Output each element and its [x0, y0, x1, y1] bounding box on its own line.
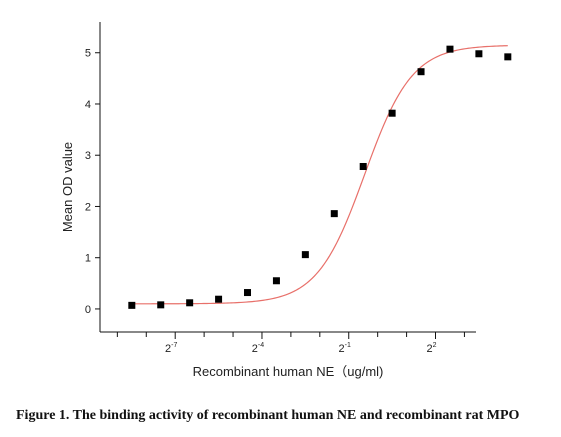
fit-curve — [131, 45, 508, 305]
chart: 0 1 2 3 4 5 2-7 2-4 2-1 22 Mean OD value Recombi… — [60, 22, 512, 379]
figure-caption: Figure 1. The binding activity of recomb… — [16, 408, 520, 423]
x-tick-label: 2-1 — [339, 342, 351, 355]
data-point — [186, 299, 194, 307]
data-point — [157, 301, 165, 309]
data-point — [475, 50, 483, 58]
data-point — [215, 295, 223, 303]
data-point — [128, 301, 136, 309]
y-axis-label: Mean OD value — [60, 142, 75, 232]
y-tick-label: 5 — [85, 48, 91, 60]
data-point — [359, 162, 367, 170]
x-tick-label: 2-4 — [252, 342, 264, 355]
y-tick-label: 0 — [85, 304, 91, 316]
data-point — [244, 289, 252, 297]
data-point — [446, 45, 454, 53]
y-tick-label: 4 — [85, 99, 91, 111]
x-tick-label: 22 — [426, 342, 436, 355]
x-axis: 2-7 2-4 2-1 22 — [100, 331, 476, 355]
data-points — [128, 45, 512, 309]
data-point — [272, 277, 280, 285]
data-point — [504, 53, 512, 61]
data-point — [301, 251, 309, 259]
x-tick-label: 2-7 — [165, 342, 177, 355]
data-point — [417, 68, 425, 76]
y-tick-label: 3 — [85, 150, 91, 162]
x-axis-label: Recombinant human NE（ug/ml) — [193, 364, 384, 379]
y-axis: 0 1 2 3 4 5 — [85, 22, 101, 332]
data-point — [388, 109, 396, 117]
data-point — [330, 210, 338, 218]
y-tick-label: 2 — [85, 201, 91, 213]
y-tick-label: 1 — [85, 253, 91, 265]
